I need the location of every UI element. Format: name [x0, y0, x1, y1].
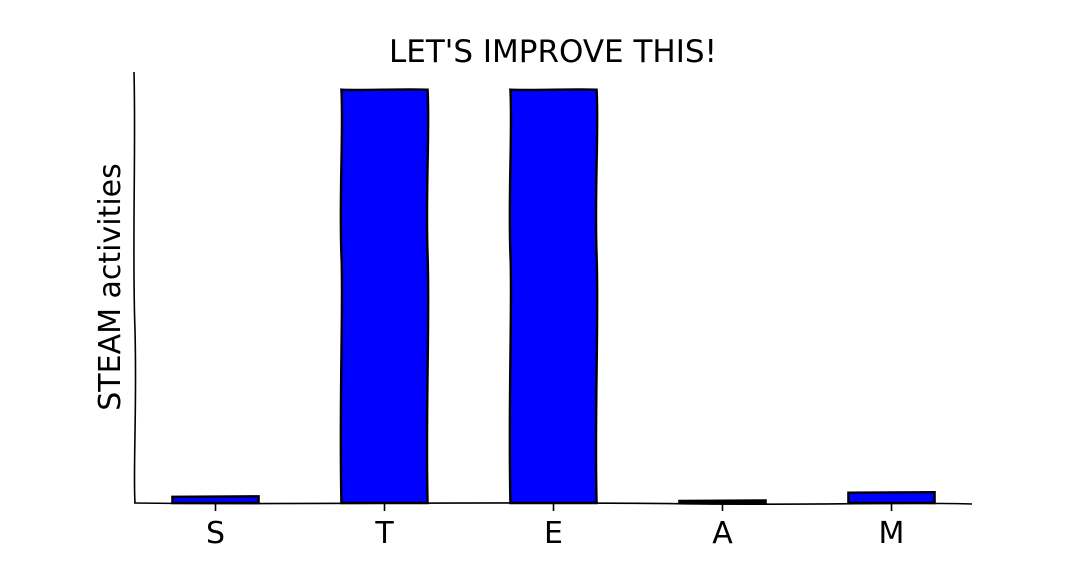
- bar-t: [339, 88, 430, 505]
- bar-s: [171, 495, 260, 505]
- chart-title: LET'S IMPROVE THIS!: [389, 34, 717, 70]
- x-tick-label-s: S: [206, 516, 225, 551]
- x-tick-label-a: A: [712, 516, 733, 551]
- y-axis-line: [133, 71, 137, 504]
- bar-m: [847, 490, 936, 505]
- bars-group: [171, 88, 936, 505]
- x-tick-label-m: M: [879, 516, 905, 551]
- bar-a: [678, 499, 767, 505]
- x-tick-label-t: T: [374, 516, 394, 551]
- bar-e: [508, 88, 599, 505]
- x-tick-label-e: E: [544, 516, 563, 551]
- y-axis-label: STEAM activities: [93, 163, 128, 411]
